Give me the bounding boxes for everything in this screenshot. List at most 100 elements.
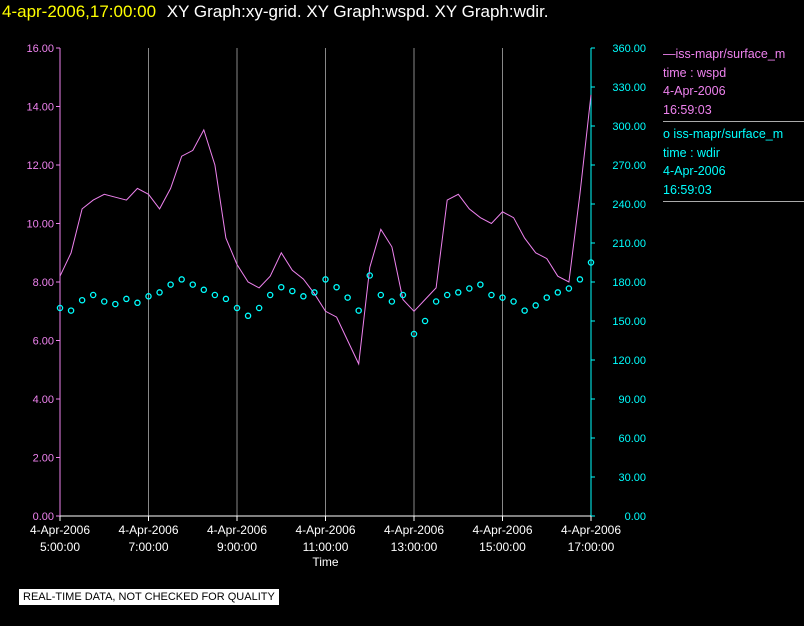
x-axis-label: Time	[312, 555, 339, 569]
graph-title: XY Graph:xy-grid. XY Graph:wspd. XY Grap…	[166, 2, 549, 21]
wdir-point	[322, 276, 329, 283]
wdir-point	[366, 272, 373, 279]
right-tick-label: 150.00	[612, 316, 646, 328]
x-tick-date: 4-Apr-2006	[118, 523, 178, 537]
x-tick-date: 4-Apr-2006	[207, 523, 267, 537]
wdir-point	[388, 298, 396, 305]
chart-title-bar: 4-apr-2006,17:00:00 XY Graph:xy-grid. XY…	[2, 2, 549, 22]
timestamp: 4-apr-2006,17:00:00	[2, 2, 157, 21]
wdir-point	[333, 283, 340, 291]
wdir-point	[255, 304, 263, 312]
left-tick-label: 16.00	[26, 43, 54, 55]
wdir-point	[89, 291, 97, 299]
right-tick-label: 120.00	[612, 355, 646, 367]
left-tick-label: 2.00	[33, 453, 54, 465]
right-tick-label: 30.00	[618, 472, 646, 484]
wdir-point	[443, 291, 451, 299]
wdir-point	[488, 291, 495, 299]
wdir-point	[211, 291, 219, 299]
wdir-point	[344, 294, 351, 301]
left-tick-label: 0.00	[33, 511, 54, 523]
right-tick-label: 0.00	[625, 511, 646, 523]
wdir-point	[134, 299, 141, 307]
wdir-point	[78, 296, 86, 304]
wdir-point	[311, 289, 318, 296]
wdir-point	[123, 295, 130, 303]
right-tick-label: 330.00	[612, 82, 646, 94]
wdir-point	[266, 291, 274, 299]
legend-wdir-name: o iss-mapr/surface_m	[663, 127, 784, 141]
left-tick-label: 6.00	[33, 336, 54, 348]
wdir-point	[178, 276, 185, 283]
wdir-point	[167, 281, 174, 288]
x-tick-date: 4-Apr-2006	[30, 523, 90, 537]
wdir-point	[56, 304, 64, 312]
legend-wspd-time: 16:59:03	[663, 102, 712, 117]
legend-wdir-date: 4-Apr-2006	[663, 164, 726, 178]
wdir-point	[499, 294, 506, 301]
legend-wspd: —iss-mapr/surface_m time : wspd 4-Apr-20…	[663, 45, 804, 122]
legend-wspd-field: time : wspd	[663, 65, 727, 80]
right-tick-label: 300.00	[612, 121, 646, 133]
wdir-point	[289, 287, 296, 295]
wdir-point	[189, 281, 196, 288]
wdir-point	[112, 300, 119, 308]
wdir-point	[477, 281, 484, 288]
legend-wspd-date: 4-Apr-2006	[663, 84, 726, 98]
wdir-point	[355, 307, 362, 314]
wdir-point	[377, 291, 385, 299]
wdir-point	[576, 276, 584, 283]
wdir-point	[554, 289, 562, 296]
right-tick-label: 270.00	[612, 160, 646, 172]
legend-wdir-time: 16:59:03	[663, 182, 712, 197]
left-tick-label: 12.00	[26, 160, 54, 172]
x-tick-time: 17:00:00	[568, 540, 615, 554]
wspd-series-line	[59, 94, 592, 366]
wdir-point	[277, 283, 285, 291]
x-tick-date: 4-Apr-2006	[384, 523, 444, 537]
right-tick-label: 210.00	[612, 238, 646, 250]
wdir-point	[587, 259, 595, 266]
wdir-point	[466, 285, 473, 292]
left-tick-label: 10.00	[26, 219, 54, 231]
legend: —iss-mapr/surface_m time : wspd 4-Apr-20…	[663, 45, 804, 205]
x-tick-time: 7:00:00	[128, 540, 168, 554]
left-tick-label: 4.00	[33, 394, 54, 406]
x-tick-time: 13:00:00	[391, 540, 438, 554]
wdir-point	[454, 289, 462, 296]
right-tick-label: 240.00	[612, 199, 646, 211]
wdir-point	[510, 298, 517, 305]
legend-wdir: o iss-mapr/surface_m time : wdir 4-Apr-2…	[663, 125, 804, 202]
left-tick-label: 8.00	[33, 277, 54, 289]
wdir-point	[421, 317, 429, 325]
right-tick-label: 360.00	[612, 43, 646, 55]
wdir-point	[300, 293, 307, 300]
x-tick-time: 11:00:00	[303, 540, 349, 554]
wdir-point	[67, 307, 75, 314]
x-tick-time: 15:00:00	[479, 540, 526, 554]
wdir-point	[244, 312, 252, 320]
wdir-point	[399, 291, 407, 299]
wdir-point	[156, 289, 163, 296]
wdir-point	[200, 286, 208, 294]
legend-wspd-name: —iss-mapr/surface_m	[663, 47, 786, 61]
wdir-point	[410, 330, 418, 338]
wdir-point	[521, 307, 528, 314]
x-tick-date: 4-Apr-2006	[295, 523, 355, 537]
wdir-point	[145, 293, 152, 300]
wdir-point	[101, 298, 108, 305]
wdir-point	[222, 295, 230, 303]
wdir-point	[565, 285, 573, 292]
wdir-point	[233, 304, 241, 312]
x-tick-date: 4-Apr-2006	[561, 523, 621, 537]
x-tick-date: 4-Apr-2006	[472, 523, 532, 537]
wdir-point	[543, 294, 551, 301]
left-tick-label: 14.00	[26, 102, 54, 114]
x-tick-time: 9:00:00	[217, 540, 257, 554]
wdir-point	[432, 298, 440, 305]
quality-disclaimer: REAL-TIME DATA, NOT CHECKED FOR QUALITY	[19, 589, 279, 605]
wdir-point	[532, 302, 539, 309]
right-tick-label: 90.00	[618, 394, 646, 406]
right-tick-label: 180.00	[612, 277, 646, 289]
